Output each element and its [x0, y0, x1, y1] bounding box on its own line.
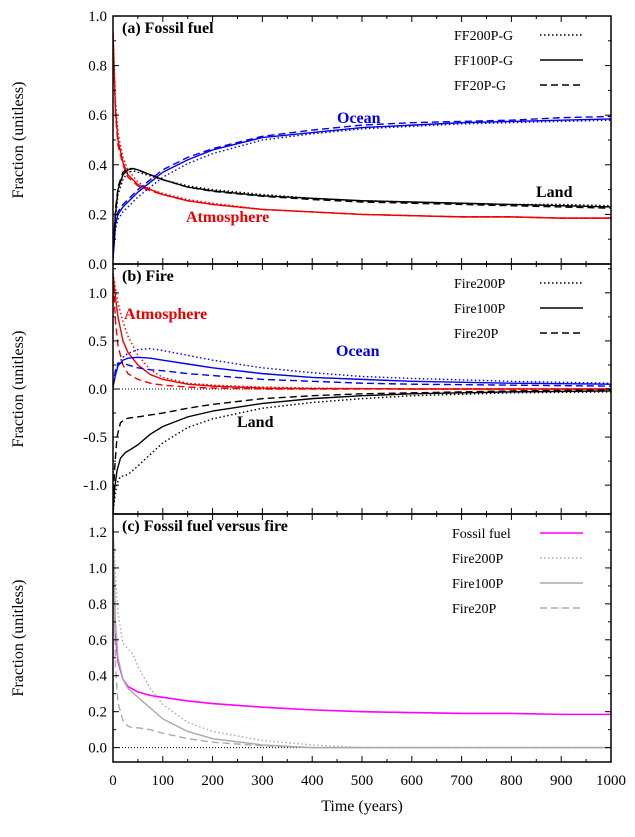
legend-label: Fire100P: [454, 302, 506, 317]
x-tick-label: 200: [201, 773, 224, 789]
series-line-fossil-fuel: [113, 528, 611, 716]
annotation-atmosphere: Atmosphere: [124, 306, 207, 323]
series-line-ocean-ff200p-g: [113, 119, 611, 260]
x-tick-label: 0: [109, 773, 117, 789]
legend-label: Fire200P: [452, 552, 504, 567]
series-line-fire100p: [113, 528, 611, 749]
y-tick-label: 1.0: [88, 286, 107, 302]
panel-title: (c) Fossil fuel versus fire: [122, 518, 288, 535]
series-line-ocean-fire20p: [113, 362, 611, 388]
y-axis-label: Fraction (unitless): [10, 331, 27, 448]
y-tick-label: -0.5: [83, 430, 107, 446]
y-tick-label: 0.2: [88, 705, 107, 721]
y-tick-label: 1.0: [88, 9, 107, 25]
legend-label: FF100P-G: [454, 54, 513, 69]
plot-frame: [112, 15, 612, 265]
y-tick-label: 0.4: [88, 669, 107, 685]
legend-label: Fire20P: [452, 602, 497, 617]
panel-title: (a) Fossil fuel: [122, 20, 214, 37]
series-line-atmosphere-fire200p: [113, 273, 611, 390]
legend-label: FF20P-G: [454, 79, 506, 94]
annotation-ocean: Ocean: [337, 110, 381, 127]
legend: FF200P-G FF100P-G FF20P-G: [454, 29, 583, 94]
y-tick-label: 0.8: [88, 597, 107, 613]
y-tick-label: 0.0: [88, 382, 107, 398]
panel-3: 0.0 0.2 0.4 0.6 0.8 1.0 1.2 Fraction (unitless)…: [10, 513, 612, 763]
series-line-ocean-ff20p-g: [113, 115, 611, 260]
annotation-atmosphere: Atmosphere: [186, 209, 269, 226]
panel-1: 0.0 0.2 0.4 0.6 0.8 1.0 Fraction (unitless) (a)…: [10, 9, 612, 273]
series-line-atmosphere-fire20p: [113, 273, 611, 390]
legend-label: Fossil fuel: [452, 527, 511, 542]
series-line-land-ff200p-g: [113, 170, 611, 252]
series-line-land-fire200p: [113, 391, 611, 514]
series-line-ocean-ff100p-g: [113, 118, 611, 260]
legend-label: Fire20P: [454, 327, 499, 342]
series-line-land-ff20p-g: [113, 167, 611, 252]
x-tick-label: 800: [500, 773, 523, 789]
x-tick-label: 400: [301, 773, 324, 789]
legend: Fire200P Fire100P Fire20P: [454, 277, 583, 342]
y-tick-label: 0.8: [88, 59, 107, 75]
y-tick-label: 0.5: [88, 334, 107, 350]
series-line-atmosphere-ff20p-g: [113, 33, 611, 219]
series-line-atmosphere-ff200p-g: [113, 33, 611, 219]
series-group: [113, 33, 611, 260]
y-tick-label: 0.0: [88, 741, 107, 757]
y-tick-label: 1.2: [88, 525, 107, 541]
x-tick-label: 600: [401, 773, 424, 789]
series-line-land-fire100p: [113, 390, 611, 514]
series-group: [113, 273, 611, 514]
annotation-ocean: Ocean: [336, 343, 380, 360]
y-tick-label: 0.6: [88, 108, 107, 124]
x-tick-label: 500: [351, 773, 374, 789]
panel-title: (b) Fire: [122, 268, 174, 285]
series-line-fire200p: [113, 528, 611, 749]
y-tick-label: 0.4: [88, 158, 107, 174]
x-tick-label: 900: [550, 773, 573, 789]
legend-label: FF200P-G: [454, 29, 513, 44]
y-axis-label: Fraction (unitless): [10, 580, 27, 697]
legend-label: Fire100P: [452, 577, 504, 592]
plot-frame: [112, 513, 612, 763]
series-group: [113, 528, 611, 749]
y-tick-label: 1.0: [88, 561, 107, 577]
y-tick-label: 0.2: [88, 207, 107, 223]
series-line-atmosphere-fire100p: [113, 273, 611, 390]
x-tick-label: 300: [251, 773, 274, 789]
x-tick-label: 100: [152, 773, 175, 789]
legend: Fossil fuel Fire200P Fire100P Fire20P: [452, 527, 583, 617]
x-tick-label: 1000: [596, 773, 626, 789]
x-tick-label: 700: [450, 773, 473, 789]
y-tick-label: 0.6: [88, 633, 107, 649]
y-tick-label: 0.0: [88, 257, 107, 273]
y-tick-label: -1.0: [83, 478, 107, 494]
series-line-fire20p: [113, 528, 611, 749]
legend-label: Fire200P: [454, 277, 506, 292]
annotation-land: Land: [237, 414, 274, 431]
y-axis-label: Fraction (unitless): [10, 82, 27, 199]
series-line-land-fire20p: [113, 389, 611, 514]
x-axis-label: Time (years): [321, 798, 403, 815]
series-line-ocean-fire200p: [113, 347, 611, 388]
panel-2: -1.0 -0.5 0.0 0.5 1.0 Fraction (unitless) (b) …: [10, 263, 612, 515]
annotation-land: Land: [536, 184, 573, 201]
